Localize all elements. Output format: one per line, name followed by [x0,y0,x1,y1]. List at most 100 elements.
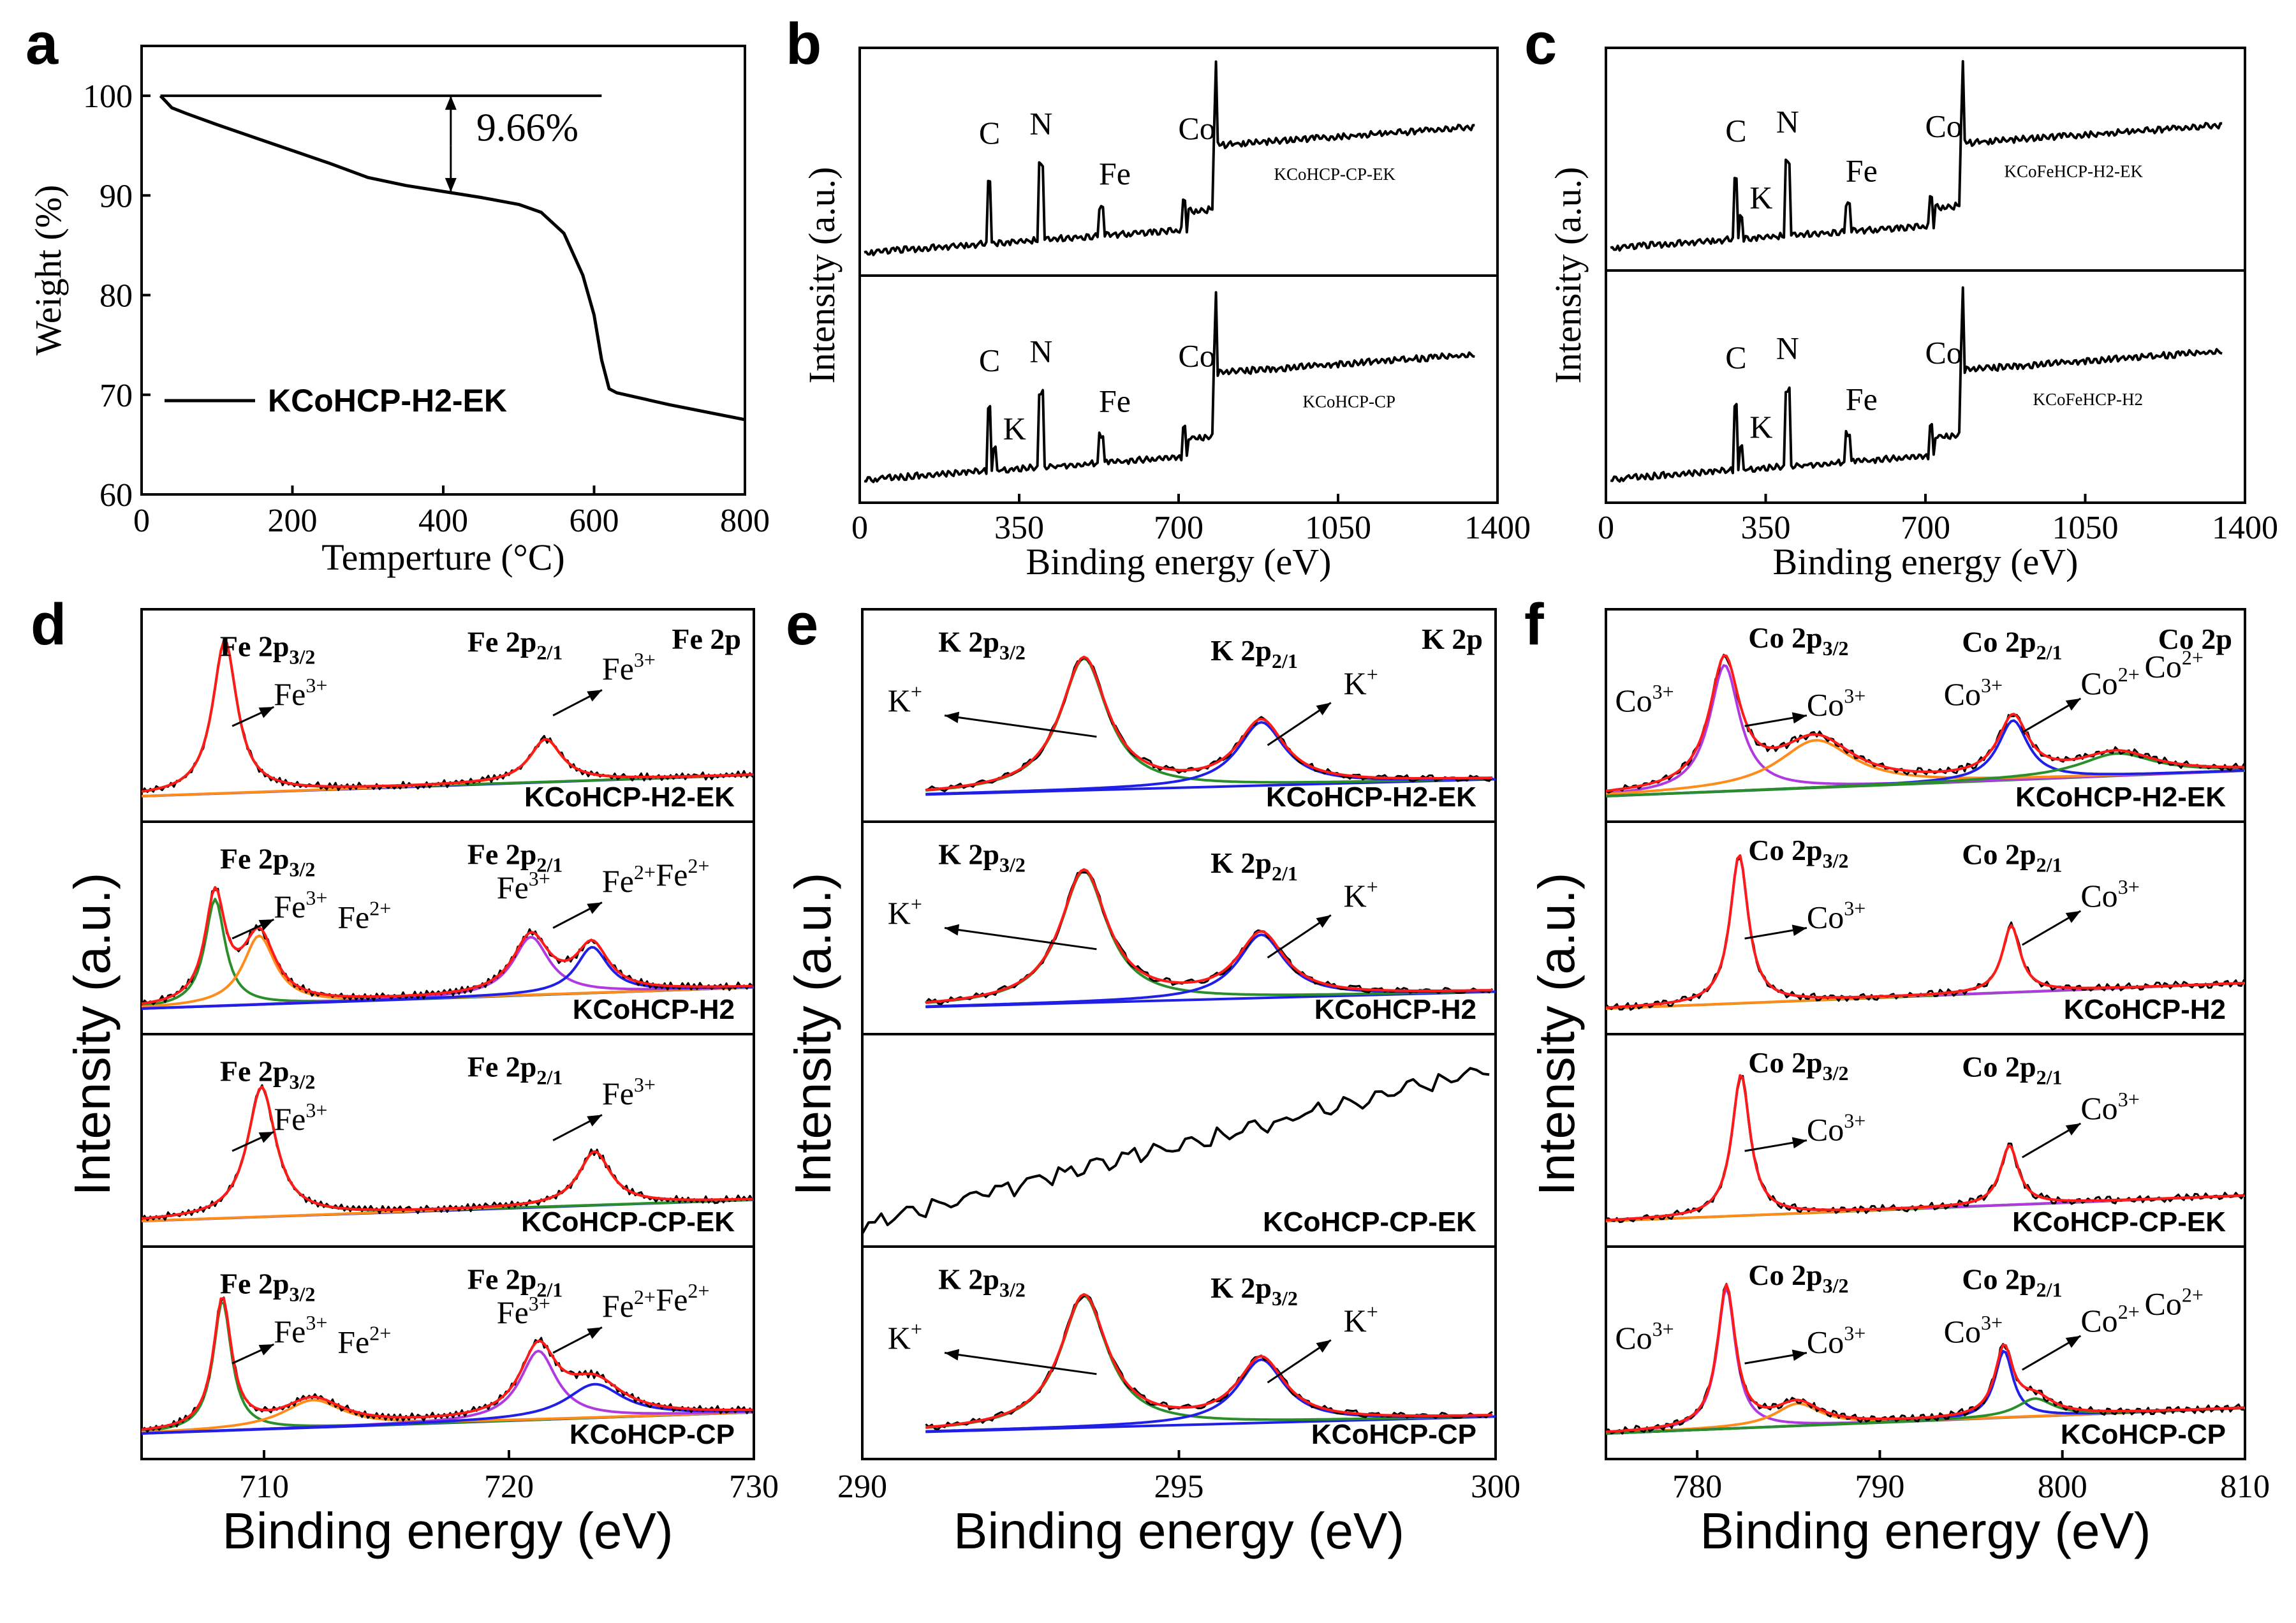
oxidation-label: K+ [888,893,922,931]
x-tick-label: 1400 [2212,510,2278,546]
y-tick-label: 70 [99,378,133,414]
peak-label-co: Co [1925,108,1962,144]
panel-f: 780 790 800 810 Binding energy (eV) Intensity… [1524,592,2270,1559]
label-arrow-head [2065,1335,2081,1348]
peak-label-k: K [1003,410,1026,446]
panel-d: 710 720 730 Binding energy (eV) Intensity (a… [31,592,779,1559]
oxidation-label: Fe2+ [337,1322,391,1360]
peak-label-co: Co [1178,337,1215,373]
peak-label-c: C [1725,339,1746,375]
orbital-label: Fe 2p3/2 [220,1055,316,1093]
x-tick-label: 800 [2038,1469,2087,1505]
oxidation-label: Co2+ [2080,663,2139,701]
orbital-label: Fe 2p2/1 [467,1051,563,1089]
label-arrow-head [1792,924,1807,937]
oxidation-label: Co3+ [1807,1322,1866,1360]
y-axis-label: Intensity (a.u.) [801,167,843,384]
oxidation-label: Fe2+ [656,1279,709,1317]
sample-label: KCoHCP-H2-EK [524,782,735,813]
label-arrow-head [945,711,960,723]
fit-envelope [925,1293,1493,1429]
panel-c: 0 350 700 1050 1400 Binding energy (eV) Intens… [1524,11,2278,582]
orbital-label: K 2p3/2 [938,1263,1026,1301]
orbital-label: Fe 2p3/2 [220,630,316,668]
oxidation-label: Co3+ [1944,1311,2003,1349]
x-axis-label: Binding energy (eV) [222,1502,673,1559]
oxidation-label: Co2+ [2145,1284,2204,1322]
sample-label: KCoHCP-H2 [2064,994,2226,1025]
peak-label-c: C [979,343,1000,378]
orbital-label: K 2p3/2 [938,626,1026,664]
label-arrow-head [2065,698,2081,711]
sample-label: KCoHCP-H2-EK [1266,782,1476,813]
legend-text: KCoHCP-H2-EK [268,383,507,419]
oxidation-label: Co2+ [2080,1300,2139,1338]
panel-a: 0 200 400 600 800 60 70 80 90 100 Temperture (°C) W… [26,11,770,578]
x-tick-label: 0 [1598,510,1614,546]
label-arrow-head [945,1349,960,1361]
x-tick-label: 800 [720,503,770,539]
weight-loss-label: 9.66% [476,106,578,149]
survey-spectrum [1610,286,2223,483]
x-tick-label: 0 [851,510,868,546]
oxidation-label: Co2+ [2145,646,2204,685]
oxidation-label: Co3+ [1807,897,1866,935]
fit-envelope [141,1297,753,1431]
panel-letter: b [786,11,821,77]
label-arrow-head [1316,1340,1331,1353]
oxidation-label: Fe2+ [656,854,709,893]
orbital-label: Co 2p2/1 [1962,626,2062,664]
oxidation-label: K+ [888,1317,922,1356]
orbital-label: Co 2p2/1 [1962,1263,2062,1301]
fit-envelope [1605,654,2244,792]
orbital-label: Co 2p3/2 [1748,1046,1848,1085]
y-axis-label: Intensity (a.u.) [1528,873,1585,1196]
orbital-label: K 2p3/2 [938,838,1026,877]
label-arrow-head [1792,712,1807,724]
element-label: Co 2p [2158,623,2232,655]
oxidation-label: Co3+ [2080,1088,2139,1126]
sample-label: KCoHCP-CP [2061,1419,2226,1450]
fit-envelope [1605,1074,2244,1222]
x-tick-label: 200 [268,503,318,539]
x-tick-label: 730 [729,1469,779,1505]
panel-e: 290 295 300 Binding energy (eV) Intensity (a… [784,592,1520,1559]
peak-label-c: C [1725,113,1746,149]
sample-label: KCoHCP-CP-EK [1263,1206,1476,1238]
x-axis-label: Binding energy (eV) [1026,541,1332,582]
peak-label-c: C [979,115,1000,151]
oxidation-label: Fe3+ [274,1311,327,1349]
orbital-label: Fe 2p2/1 [467,626,563,664]
sample-label: KCoHCP-H2 [1314,994,1476,1025]
y-tick-label: 60 [99,477,133,514]
label-arrow-head [258,1344,274,1356]
label-arrow-head [258,1132,274,1143]
label-arrow [944,1352,1097,1375]
x-tick-label: 700 [1901,510,1950,546]
orbital-label: Co 2p2/1 [1962,838,2062,877]
oxidation-label: Fe3+ [602,648,656,686]
label-arrow-head [945,924,960,936]
orbital-label: Co 2p3/2 [1748,834,1848,872]
oxidation-label: K+ [1344,663,1378,701]
x-tick-label: 350 [994,510,1044,546]
fit-envelope [141,1085,753,1220]
peak-label-fe: Fe [1099,156,1131,191]
panel-letter: c [1524,11,1557,77]
orbital-label: Fe 2p2/1 [467,1263,563,1301]
fit-envelope [925,868,1493,1004]
y-tick-label: 80 [99,278,133,315]
x-tick-label: 720 [484,1469,534,1505]
sample-label: KCoHCP-H2-EK [2015,782,2226,813]
peak-label-fe: Fe [1099,383,1131,419]
x-tick-label: 300 [1471,1469,1520,1505]
x-tick-label: 790 [1855,1469,1904,1505]
peak-label-co: Co [1178,110,1215,146]
x-tick-label: 295 [1154,1469,1204,1505]
spectrum-data [140,1084,754,1222]
panel-letter: a [26,11,59,77]
oxidation-label: Fe3+ [602,1073,656,1111]
x-tick-label: 400 [418,503,468,539]
x-tick-label: 600 [570,503,619,539]
